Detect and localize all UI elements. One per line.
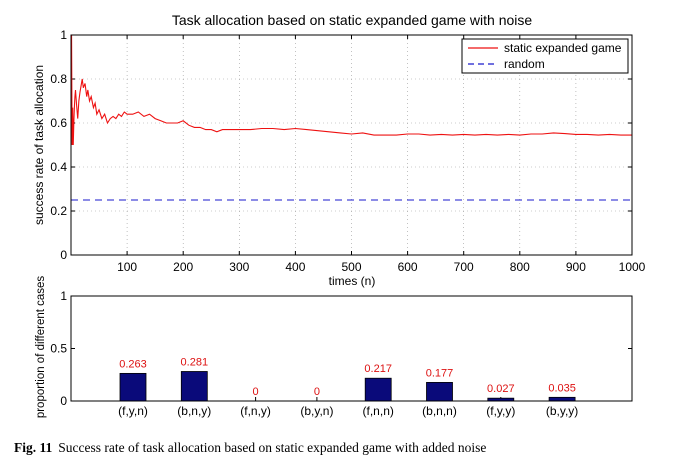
bar-category-label: (b,y,n) <box>300 404 333 418</box>
bar-category-label: (f,n,n) <box>363 404 394 418</box>
bar-value-label: 0.177 <box>426 367 454 379</box>
line-chart-legend: static expanded game random <box>461 38 629 74</box>
bar-value-label: 0.027 <box>487 383 515 395</box>
bar-value-label: 0.217 <box>364 363 392 375</box>
y-tick-label: 0.2 <box>50 204 67 218</box>
line-chart: Task allocation based on static expanded… <box>32 12 646 288</box>
y-tick-label: 0.8 <box>50 72 67 86</box>
bar-value-label: 0.035 <box>548 382 576 394</box>
bar-y-tick-label: 0 <box>60 394 67 408</box>
x-tick-label: 200 <box>173 260 193 274</box>
x-tick-label: 700 <box>454 260 474 274</box>
bar-y-tick-label: 1 <box>60 289 67 303</box>
y-tick-label: 1 <box>60 28 67 42</box>
bar-y-tick-label: 0.5 <box>50 342 67 356</box>
x-tick-label: 600 <box>398 260 418 274</box>
bar-value-label: 0 <box>253 386 259 398</box>
x-tick-label: 100 <box>117 260 137 274</box>
bar-chart-plot-area <box>70 295 633 402</box>
y-tick-label: 0 <box>60 248 67 262</box>
x-tick-label: 900 <box>566 260 586 274</box>
bar-value-label: 0.263 <box>119 358 147 370</box>
line-chart-ticks: 100 200 300 400 500 600 700 800 900 1000 0 0.2 0.4 0.… <box>50 28 645 274</box>
figure-caption: Fig. 11 Success rate of task allocation b… <box>14 440 674 456</box>
legend-label-random: random <box>504 57 545 71</box>
bar-chart: 0 0.5 1 0.263 (f,y,n) 0.281 (b,n,y) 0 (f,n,y) 0 (… <box>35 276 633 419</box>
bar-category-label: (f,n,y) <box>240 404 271 418</box>
line-chart-title: Task allocation based on static expanded… <box>172 12 533 28</box>
bar-value-label: 0.281 <box>181 356 209 368</box>
bar-chart-bars: 0.263 (f,y,n) 0.281 (b,n,y) 0 (f,n,y) 0 (b,y,n)… <box>118 356 578 418</box>
x-tick-label: 500 <box>341 260 361 274</box>
bar-category-label: (f,y,n) <box>118 404 148 418</box>
x-tick-label: 400 <box>285 260 305 274</box>
bar-(f,n,n) <box>364 377 392 402</box>
bar-chart-y-axis-label: proportion of different cases <box>35 276 47 419</box>
x-tick-label: 800 <box>510 260 530 274</box>
line-chart-plot-area <box>70 34 633 256</box>
x-tick-label: 1000 <box>619 260 646 274</box>
line-chart-y-axis-label: success rate of task allocation <box>32 65 46 225</box>
legend-label-static-expanded-game: static expanded game <box>504 41 622 55</box>
bar-(b,n,y) <box>180 371 208 402</box>
bar-(f,y,n) <box>119 372 147 402</box>
legend-box <box>461 38 629 74</box>
y-tick-label: 0.6 <box>50 116 67 130</box>
x-tick-label: 300 <box>229 260 249 274</box>
bar-category-label: (f,y,y) <box>486 404 515 418</box>
bar-(b,n,n) <box>426 382 453 402</box>
bar-category-label: (b,y,y) <box>546 404 578 418</box>
bar-(b,y,y) <box>548 396 576 402</box>
caption-label: Fig. 11 <box>14 440 53 455</box>
line-chart-x-axis-label: times (n) <box>329 274 376 288</box>
figure: Task allocation based on static expanded… <box>32 12 646 419</box>
bar-category-label: (b,n,n) <box>422 404 457 418</box>
bar-category-label: (b,n,y) <box>177 404 211 418</box>
caption-text: Success rate of task allocation based on… <box>58 440 487 455</box>
series-line-static-expanded-game <box>71 34 632 146</box>
line-chart-series <box>71 34 632 201</box>
y-tick-label: 0.4 <box>50 160 67 174</box>
bar-value-label: 0 <box>314 386 320 398</box>
